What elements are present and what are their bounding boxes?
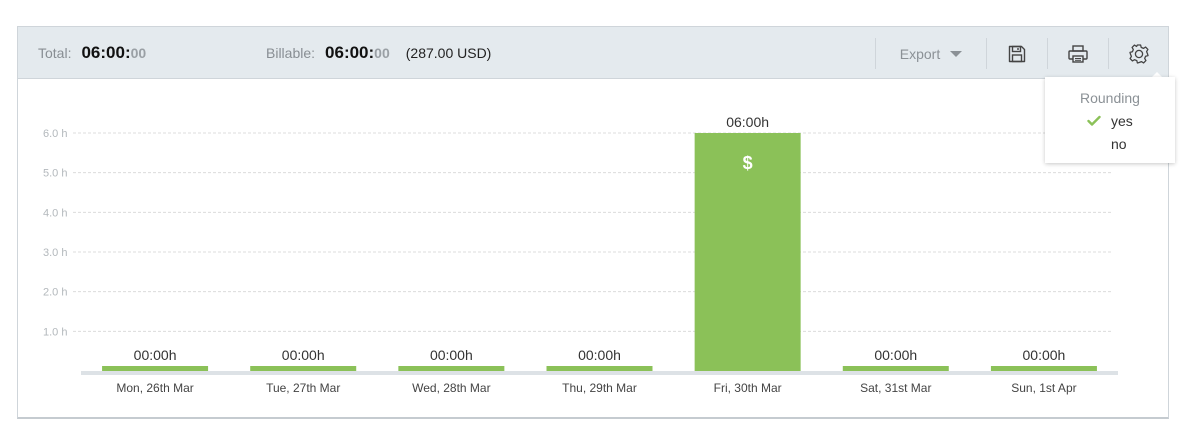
- chart-baseline: [81, 371, 1118, 375]
- billable-time: 06:00:: [325, 43, 375, 62]
- billable-seconds: 00: [374, 45, 390, 61]
- dropdown-arrow: [1151, 72, 1163, 78]
- y-tick-label: 5.0 h: [43, 168, 67, 180]
- bar-value-label: 06:00h: [726, 114, 769, 130]
- time-summary-panel: Total: 06:00: 00 Billable: 06:00: 00 (28…: [17, 26, 1175, 419]
- y-tick-label: 1.0 h: [43, 326, 67, 338]
- bar-value-label: 00:00h: [134, 347, 177, 363]
- rounding-option-yes[interactable]: yes: [1111, 113, 1133, 129]
- chart-bar: [546, 366, 653, 371]
- chart-bar: [694, 133, 801, 371]
- summary-toolbar: Total: 06:00: 00 Billable: 06:00: 00 (28…: [18, 27, 1168, 79]
- y-tick-label: 2.0 h: [43, 287, 67, 299]
- total-seconds: 00: [130, 45, 147, 61]
- rounding-option-no[interactable]: no: [1111, 136, 1127, 152]
- bar-value-label: 00:00h: [1023, 347, 1066, 363]
- rounding-title: Rounding: [1080, 90, 1140, 106]
- x-tick-label: Mon, 26th Mar: [116, 381, 193, 395]
- bar-value-label: 00:00h: [874, 347, 917, 363]
- x-tick-label: Fri, 30th Mar: [714, 381, 782, 395]
- total-time: 06:00:: [81, 43, 131, 62]
- x-tick-label: Sat, 31st Mar: [860, 381, 931, 395]
- x-tick-label: Thu, 29th Mar: [562, 381, 637, 395]
- bar-value-label: 00:00h: [578, 347, 621, 363]
- check-icon: [1087, 115, 1101, 126]
- total-label: Total:: [38, 45, 72, 61]
- print-button[interactable]: [1047, 38, 1108, 69]
- daily-hours-chart: 1.0 h 2.0 h 3.0 h 4.0 h 5.0 h 6.0 h 00:00h Mon,…: [18, 79, 1168, 417]
- export-dropdown[interactable]: Export: [875, 38, 986, 69]
- y-tick-label: 6.0 h: [43, 128, 67, 140]
- y-tick-label: 4.0 h: [43, 207, 67, 219]
- settings-button[interactable]: [1108, 38, 1169, 69]
- bar-chart: 1.0 h 2.0 h 3.0 h 4.0 h 5.0 h 6.0 h 00:00h Mon,…: [43, 114, 1118, 395]
- rounding-dropdown: Rounding yes no: [1045, 77, 1175, 163]
- x-tick-label: Sun, 1st Apr: [1011, 381, 1076, 395]
- chart-bar: [842, 366, 949, 371]
- billable-dollar-icon: $: [743, 153, 753, 173]
- chart-bar: [990, 366, 1097, 371]
- total-summary: Total: 06:00: 00: [38, 27, 146, 79]
- chart-bar: [398, 366, 505, 371]
- bar-value-label: 00:00h: [430, 347, 473, 363]
- x-tick-label: Wed, 28th Mar: [412, 381, 490, 395]
- caret-down-icon: [950, 50, 963, 57]
- y-tick-label: 3.0 h: [43, 247, 67, 259]
- chart-bar: [102, 366, 209, 371]
- billable-label: Billable:: [266, 45, 316, 61]
- export-label: Export: [899, 45, 941, 62]
- chart-bar: [250, 366, 357, 371]
- x-tick-label: Tue, 27th Mar: [266, 381, 340, 395]
- billable-summary: Billable: 06:00: 00 (287.00 USD): [266, 27, 491, 79]
- billable-amount: (287.00 USD): [405, 45, 492, 61]
- bar-value-label: 00:00h: [282, 347, 325, 363]
- print-icon: [1068, 44, 1088, 63]
- save-icon: [1008, 45, 1026, 62]
- gear-icon: [1129, 43, 1149, 64]
- save-button[interactable]: [986, 38, 1047, 69]
